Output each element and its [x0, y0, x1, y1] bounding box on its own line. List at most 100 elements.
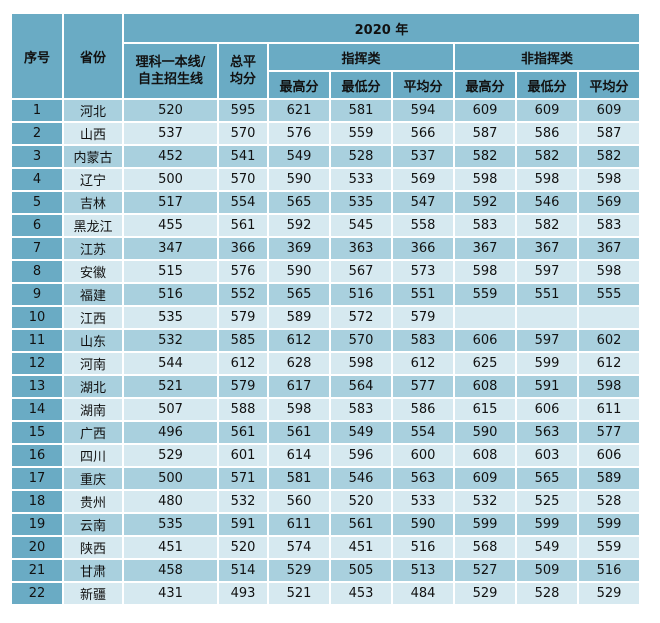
cell-baseline: 431: [124, 583, 217, 604]
cell-command-max: 598: [269, 399, 329, 420]
cell-noncommand-min: 597: [517, 261, 577, 282]
cell-command-avg: 513: [393, 560, 453, 581]
cell-command-min: 596: [331, 445, 391, 466]
cell-noncommand-min: 586: [517, 123, 577, 144]
cell-command-avg: 563: [393, 468, 453, 489]
cell-command-min: 363: [331, 238, 391, 259]
cell-baseline: 544: [124, 353, 217, 374]
cell-noncommand-max: 608: [455, 376, 515, 397]
table-row: 16 四川 529 601 614 596 600 608 603 606: [12, 445, 639, 466]
cell-command-min: 546: [331, 468, 391, 489]
cell-noncommand-min: [517, 307, 577, 328]
cell-noncommand-max: 598: [455, 261, 515, 282]
cell-baseline: 535: [124, 514, 217, 535]
row-province: 福建: [64, 284, 122, 305]
row-province: 江苏: [64, 238, 122, 259]
cell-noncommand-avg: 609: [579, 100, 639, 121]
cell-command-max: 611: [269, 514, 329, 535]
cell-noncommand-max: 527: [455, 560, 515, 581]
cell-noncommand-avg: 602: [579, 330, 639, 351]
cell-command-max: 565: [269, 192, 329, 213]
cell-total-average: 601: [219, 445, 267, 466]
table-row: 22 新疆 431 493 521 453 484 529 528 529: [12, 583, 639, 604]
row-province: 湖北: [64, 376, 122, 397]
cell-baseline: 535: [124, 307, 217, 328]
cell-noncommand-min: 597: [517, 330, 577, 351]
cell-command-max: 521: [269, 583, 329, 604]
row-province: 河南: [64, 353, 122, 374]
cell-noncommand-avg: 587: [579, 123, 639, 144]
cell-total-average: 570: [219, 169, 267, 190]
row-index: 15: [12, 422, 62, 443]
cell-baseline: 455: [124, 215, 217, 236]
row-index: 1: [12, 100, 62, 121]
cell-noncommand-min: 603: [517, 445, 577, 466]
cell-noncommand-min: 591: [517, 376, 577, 397]
cell-command-min: 528: [331, 146, 391, 167]
cell-command-max: 621: [269, 100, 329, 121]
row-index: 7: [12, 238, 62, 259]
row-province: 云南: [64, 514, 122, 535]
cell-baseline: 458: [124, 560, 217, 581]
cell-command-min: 533: [331, 169, 391, 190]
row-province: 黑龙江: [64, 215, 122, 236]
cell-noncommand-avg: 569: [579, 192, 639, 213]
header-total-average: 总平 均分: [219, 44, 267, 98]
row-province: 内蒙古: [64, 146, 122, 167]
row-index: 18: [12, 491, 62, 512]
cell-command-avg: 537: [393, 146, 453, 167]
cell-command-min: 453: [331, 583, 391, 604]
table-body: 1 河北 520 595 621 581 594 609 609 609 2 山西 537 570 576 5…: [12, 100, 639, 604]
table-row: 3 内蒙古 452 541 549 528 537 582 582 582: [12, 146, 639, 167]
cell-baseline: 537: [124, 123, 217, 144]
row-index: 2: [12, 123, 62, 144]
row-province: 辽宁: [64, 169, 122, 190]
header-baseline: 理科一本线/ 自主招生线: [124, 44, 217, 98]
cell-baseline: 500: [124, 468, 217, 489]
cell-noncommand-avg: 528: [579, 491, 639, 512]
cell-total-average: 514: [219, 560, 267, 581]
cell-command-avg: 569: [393, 169, 453, 190]
cell-noncommand-avg: 589: [579, 468, 639, 489]
cell-noncommand-max: 609: [455, 468, 515, 489]
cell-noncommand-min: 509: [517, 560, 577, 581]
cell-noncommand-avg: 516: [579, 560, 639, 581]
cell-command-max: 529: [269, 560, 329, 581]
cell-command-avg: 554: [393, 422, 453, 443]
cell-total-average: 561: [219, 215, 267, 236]
cell-command-min: 583: [331, 399, 391, 420]
cell-command-avg: 583: [393, 330, 453, 351]
cell-noncommand-max: 608: [455, 445, 515, 466]
table-row: 8 安徽 515 576 590 567 573 598 597 598: [12, 261, 639, 282]
cell-total-average: 579: [219, 376, 267, 397]
cell-total-average: 612: [219, 353, 267, 374]
cell-noncommand-avg: 583: [579, 215, 639, 236]
cell-command-min: 549: [331, 422, 391, 443]
cell-total-average: 588: [219, 399, 267, 420]
cell-command-min: 572: [331, 307, 391, 328]
cell-noncommand-avg: 367: [579, 238, 639, 259]
row-index: 3: [12, 146, 62, 167]
cell-noncommand-min: 599: [517, 353, 577, 374]
cell-command-min: 559: [331, 123, 391, 144]
cell-noncommand-max: 568: [455, 537, 515, 558]
cell-noncommand-avg: 611: [579, 399, 639, 420]
cell-noncommand-max: 592: [455, 192, 515, 213]
table-row: 19 云南 535 591 611 561 590 599 599 599: [12, 514, 639, 535]
header-baseline-line1: 理科一本线/: [135, 55, 206, 70]
table-row: 7 江苏 347 366 369 363 366 367 367 367: [12, 238, 639, 259]
cell-baseline: 451: [124, 537, 217, 558]
row-index: 9: [12, 284, 62, 305]
header-command-min: 最低分: [331, 72, 391, 98]
table-row: 5 吉林 517 554 565 535 547 592 546 569: [12, 192, 639, 213]
cell-baseline: 529: [124, 445, 217, 466]
cell-command-min: 545: [331, 215, 391, 236]
table-row: 12 河南 544 612 628 598 612 625 599 612: [12, 353, 639, 374]
row-province: 新疆: [64, 583, 122, 604]
table-row: 11 山东 532 585 612 570 583 606 597 602: [12, 330, 639, 351]
cell-command-avg: 612: [393, 353, 453, 374]
cell-noncommand-min: 565: [517, 468, 577, 489]
cell-total-average: 552: [219, 284, 267, 305]
table-row: 6 黑龙江 455 561 592 545 558 583 582 583: [12, 215, 639, 236]
row-province: 江西: [64, 307, 122, 328]
